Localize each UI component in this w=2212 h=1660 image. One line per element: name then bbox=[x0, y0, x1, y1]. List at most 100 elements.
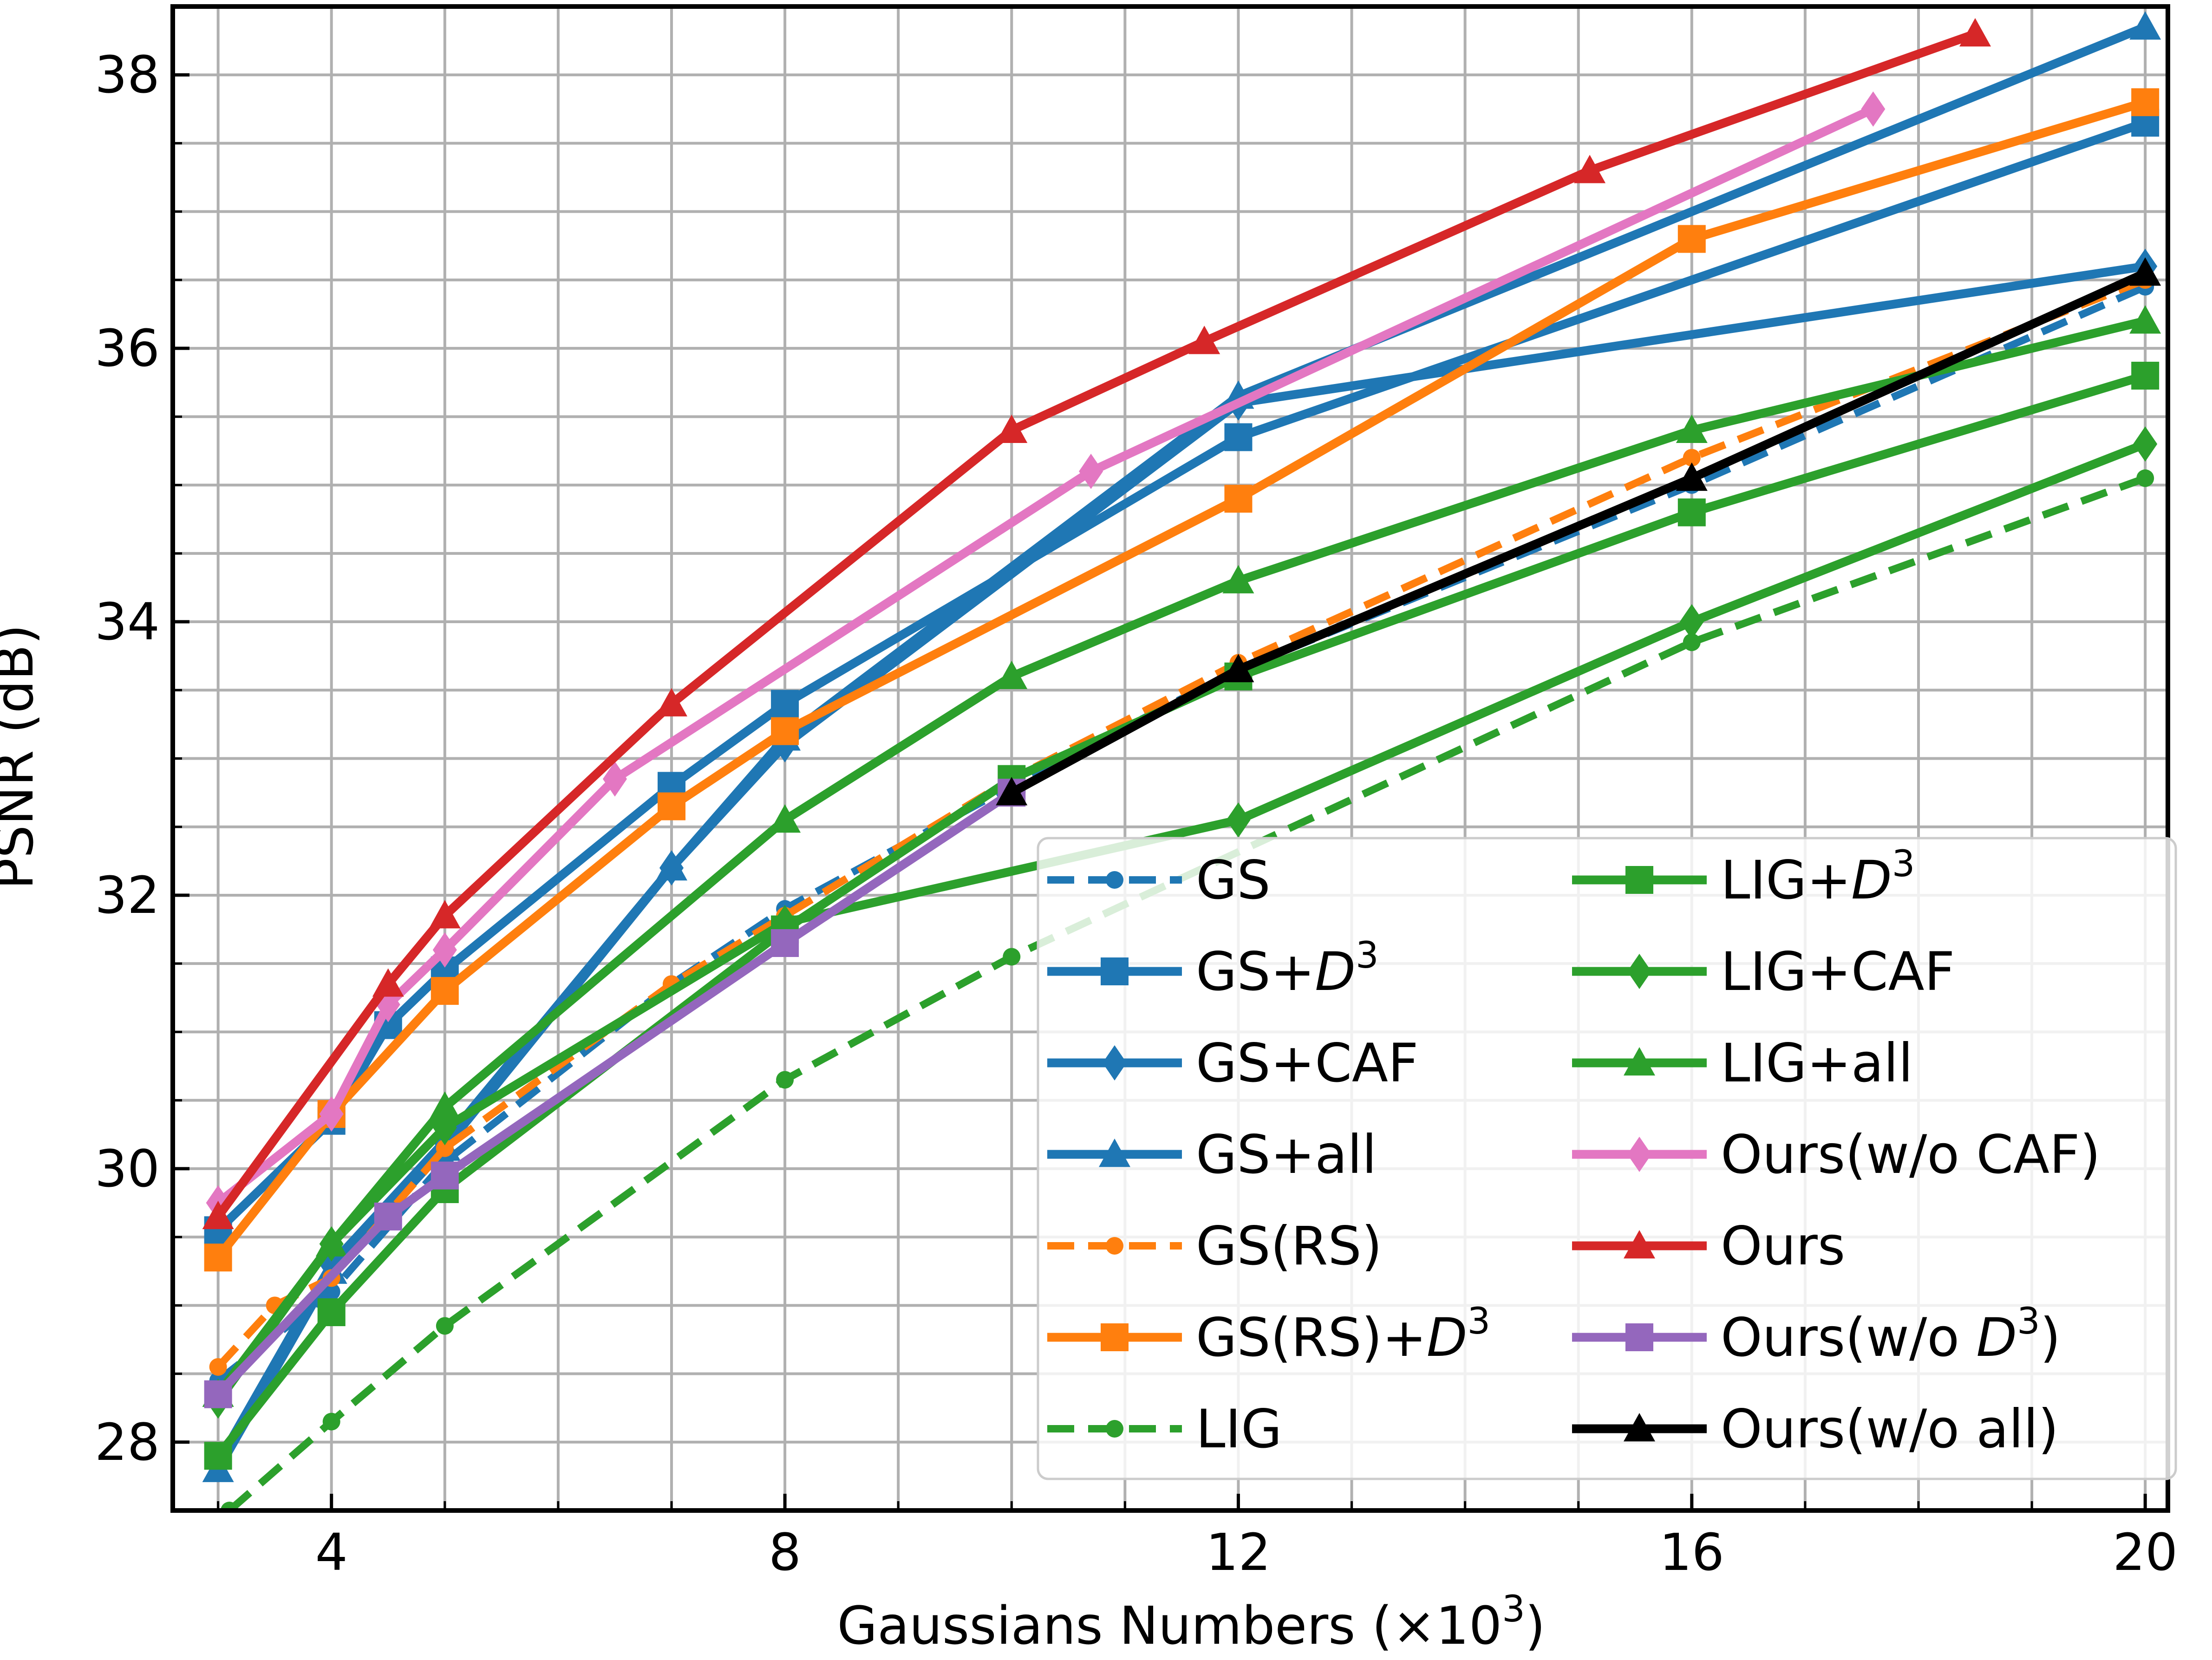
legend-entry-ours-w-o-d3: Ours(w/o D3) bbox=[1572, 1301, 2061, 1368]
data-point-dot bbox=[776, 1071, 794, 1089]
legend-entry-gs: GS bbox=[1047, 849, 1271, 911]
legend-label: GS bbox=[1196, 849, 1271, 911]
data-point-triangle bbox=[656, 688, 687, 716]
data-point-triangle bbox=[429, 900, 461, 929]
legend-label: Ours(w/o all) bbox=[1721, 1398, 2059, 1460]
data-point-triangle bbox=[996, 660, 1028, 690]
data-point-square bbox=[2131, 362, 2160, 390]
data-point-square bbox=[1224, 423, 1253, 451]
x-axis-label-exponent: 3 bbox=[1502, 1588, 1525, 1630]
data-point-square bbox=[374, 1202, 402, 1230]
series-line bbox=[215, 371, 2147, 1459]
legend-entry-gs-all: GS+all bbox=[1047, 1124, 1377, 1185]
series-line bbox=[215, 317, 2147, 1397]
data-point-dot bbox=[1003, 948, 1021, 966]
data-point-triangle bbox=[2129, 257, 2161, 286]
data-point-triangle bbox=[1222, 565, 1254, 593]
data-point-square bbox=[1677, 498, 1706, 527]
series-ours bbox=[202, 18, 1991, 1230]
data-point-dot bbox=[436, 1139, 454, 1157]
data-point-square bbox=[204, 1380, 232, 1408]
axis-ticks: 4 8 12 16 20 28 30 32 34 36 38 bbox=[95, 45, 2178, 1582]
data-point-triangle bbox=[1676, 462, 1708, 491]
data-point-dot bbox=[436, 1317, 454, 1335]
legend-label: GS(RS) bbox=[1196, 1215, 1382, 1277]
data-point-diamond bbox=[319, 1096, 344, 1132]
series-ours-w-o-all bbox=[996, 257, 2161, 806]
data-point-diamond bbox=[432, 932, 457, 968]
legend-entry-gs-d3: GS+D3 bbox=[1047, 935, 1379, 1003]
data-point-square bbox=[1101, 1323, 1129, 1351]
data-point-triangle bbox=[202, 1200, 234, 1230]
data-point-diamond bbox=[1679, 604, 1704, 640]
data-point-square bbox=[771, 929, 799, 957]
x-tick-label: 4 bbox=[315, 1523, 348, 1582]
data-point-triangle bbox=[372, 968, 404, 997]
data-point-dot bbox=[1106, 871, 1123, 889]
legend-label: LIG+D3 bbox=[1721, 843, 1915, 911]
y-tick-label: 38 bbox=[95, 45, 160, 104]
data-point-dot bbox=[1106, 1420, 1123, 1438]
data-point-triangle bbox=[996, 777, 1028, 806]
data-point-square bbox=[658, 792, 685, 820]
series-line bbox=[214, 29, 1977, 1219]
data-point-square bbox=[431, 1161, 459, 1190]
legend-label: LIG+all bbox=[1721, 1032, 1913, 1094]
data-point-triangle bbox=[1099, 1139, 1130, 1167]
data-point-triangle bbox=[2129, 305, 2161, 334]
series-line bbox=[1009, 269, 2147, 797]
legend-label: GS+all bbox=[1196, 1124, 1377, 1185]
x-tick-label: 16 bbox=[1659, 1523, 1724, 1582]
series-line bbox=[215, 276, 2147, 1370]
legend-label: LIG bbox=[1196, 1398, 1282, 1460]
data-point-dot bbox=[322, 1413, 340, 1431]
y-tick-label: 30 bbox=[95, 1139, 160, 1198]
series-ours-w-o-d3 bbox=[204, 779, 1026, 1408]
legend-label: GS+CAF bbox=[1196, 1032, 1418, 1094]
data-point-diamond bbox=[1861, 91, 1886, 127]
data-point-diamond bbox=[1627, 1137, 1651, 1172]
data-point-diamond bbox=[1103, 1045, 1127, 1081]
data-point-diamond bbox=[1079, 454, 1103, 489]
data-point-square bbox=[317, 1298, 346, 1327]
x-tick-label: 20 bbox=[2113, 1523, 2178, 1582]
y-tick-label: 28 bbox=[95, 1413, 160, 1472]
legend-entry-gs-rs: GS(RS) bbox=[1047, 1215, 1382, 1277]
legend-entry-lig-d3: LIG+D3 bbox=[1572, 843, 1915, 911]
data-point-square bbox=[204, 1442, 232, 1470]
data-point-triangle bbox=[1676, 414, 1708, 443]
legend-entry-lig-caf: LIG+CAF bbox=[1572, 941, 1955, 1003]
x-axis-label: Gaussians Numbers (×103) bbox=[837, 1588, 1545, 1656]
legend-entry-ours-w-o-all: Ours(w/o all) bbox=[1572, 1398, 2059, 1460]
data-point-dot bbox=[1683, 633, 1701, 651]
data-point-triangle bbox=[1188, 325, 1220, 354]
data-point-square bbox=[204, 1243, 232, 1272]
legend-label: LIG+CAF bbox=[1721, 941, 1955, 1003]
data-point-dot bbox=[209, 1358, 227, 1376]
data-point-dot bbox=[1683, 449, 1701, 467]
legend-label: Ours(w/o D3) bbox=[1721, 1301, 2061, 1368]
data-point-triangle bbox=[996, 414, 1028, 443]
data-point-triangle bbox=[315, 1228, 347, 1257]
legend-label: GS(RS)+D3 bbox=[1196, 1301, 1490, 1368]
data-point-square bbox=[431, 977, 459, 1005]
y-axis-label: PSNR (dB) bbox=[0, 624, 45, 889]
legend-entry-lig: LIG bbox=[1047, 1398, 1282, 1460]
y-tick-label: 36 bbox=[95, 319, 160, 378]
data-point-triangle bbox=[1959, 18, 1991, 47]
x-tick-label: 12 bbox=[1206, 1523, 1271, 1582]
data-point-square bbox=[1625, 1323, 1653, 1351]
data-point-square bbox=[1625, 866, 1653, 894]
data-point-diamond bbox=[1226, 802, 1251, 838]
data-point-square bbox=[771, 690, 799, 718]
data-point-square bbox=[771, 717, 799, 745]
y-tick-label: 34 bbox=[95, 592, 160, 651]
legend-entry-lig-all: LIG+all bbox=[1572, 1032, 1913, 1094]
data-point-diamond bbox=[1627, 954, 1651, 989]
x-axis-label-close: ) bbox=[1525, 1596, 1546, 1656]
data-point-diamond bbox=[602, 761, 627, 797]
data-point-square bbox=[2131, 88, 2160, 117]
series-lines bbox=[202, 11, 2161, 1510]
data-point-triangle bbox=[1624, 1230, 1655, 1259]
